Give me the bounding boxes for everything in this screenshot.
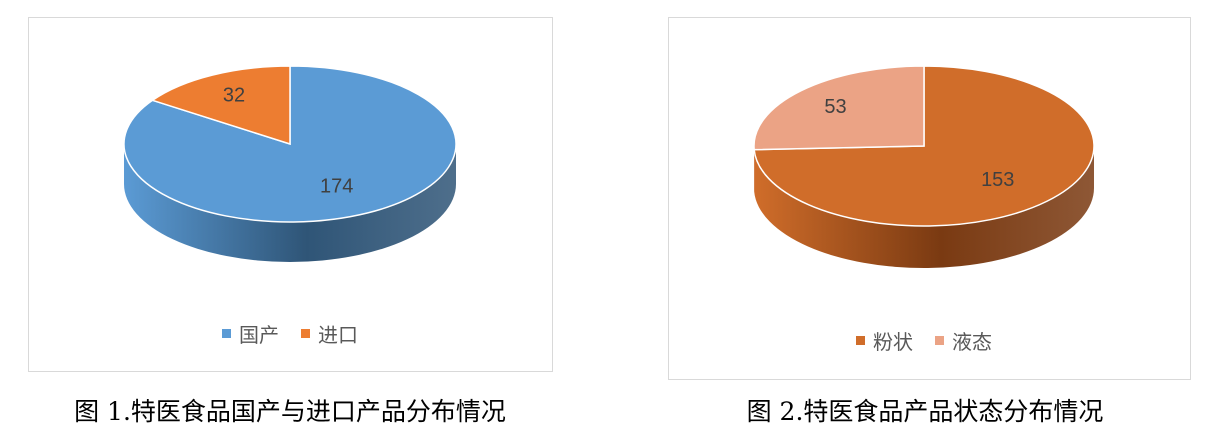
pie-slice-液态 xyxy=(753,65,925,151)
pie-side-国产 xyxy=(124,144,456,262)
legend-item: 国产 xyxy=(222,319,279,348)
data-label: 53 xyxy=(824,96,846,118)
chart-1-legend: 国产 进口 xyxy=(222,319,358,348)
data-label: 153 xyxy=(981,169,1014,191)
chart-2-legend: 粉状 液态 xyxy=(856,326,992,355)
legend-label: 液态 xyxy=(952,330,992,354)
legend-label: 进口 xyxy=(318,323,358,347)
data-label: 174 xyxy=(320,175,353,197)
legend-label: 粉状 xyxy=(873,330,913,354)
data-label: 32 xyxy=(223,84,245,106)
pie-side-粉状 xyxy=(754,146,1094,268)
legend-item: 液态 xyxy=(935,326,992,355)
legend-swatch xyxy=(935,336,944,345)
chart-2-caption: 图 2.特医食品产品状态分布情况 xyxy=(746,397,1104,426)
chart-1-caption: 图 1.特医食品国产与进口产品分布情况 xyxy=(74,397,506,426)
pie-slice-进口 xyxy=(150,65,291,146)
legend-item: 粉状 xyxy=(856,326,913,355)
legend-label: 国产 xyxy=(239,323,279,347)
legend-swatch xyxy=(222,329,231,338)
legend-swatch xyxy=(301,329,310,338)
legend-item: 进口 xyxy=(301,319,358,348)
legend-swatch xyxy=(856,336,865,345)
